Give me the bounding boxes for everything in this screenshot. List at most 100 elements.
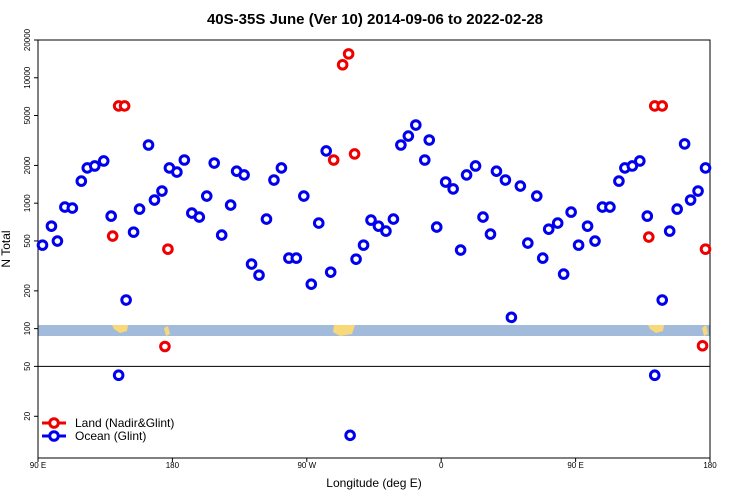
point [536, 252, 549, 264]
point [699, 243, 712, 255]
point [142, 139, 155, 151]
y-tick-label: 500 [23, 234, 32, 248]
legend-marker [48, 417, 60, 429]
point [45, 220, 58, 232]
point [348, 148, 361, 160]
land-shapes [112, 325, 708, 336]
point [604, 201, 616, 213]
point [178, 154, 191, 166]
point [127, 226, 140, 238]
plot-frame [37, 39, 711, 459]
point [514, 180, 527, 192]
y-tick-label: 200 [23, 284, 32, 298]
point [372, 220, 385, 232]
point [678, 138, 691, 150]
point [642, 231, 655, 243]
point [148, 194, 161, 206]
point [648, 369, 661, 382]
point [454, 244, 467, 256]
point [402, 130, 415, 142]
point [581, 220, 594, 232]
point [51, 235, 64, 247]
point [290, 252, 303, 264]
point [324, 266, 337, 278]
point [312, 217, 325, 229]
point [469, 160, 482, 172]
point [88, 160, 101, 172]
legend-label: Land (Nadir&Glint) [75, 416, 174, 430]
point [505, 311, 518, 324]
point [641, 210, 654, 222]
x-tick-label: 0 [439, 461, 444, 470]
chart-title: 40S-35S June (Ver 10) 2014-09-06 to 2022… [207, 11, 543, 28]
point [305, 278, 318, 291]
point [365, 214, 377, 226]
point [490, 165, 503, 177]
point [692, 185, 704, 197]
point [159, 340, 171, 353]
point [238, 169, 250, 181]
point [699, 162, 712, 174]
point [224, 199, 237, 211]
point [105, 210, 117, 222]
point [97, 155, 110, 167]
point [423, 134, 436, 146]
point [387, 213, 400, 225]
point [350, 253, 362, 265]
point [439, 176, 452, 188]
point [565, 206, 577, 218]
point [447, 183, 459, 195]
y-tick-label: 20000 [23, 28, 32, 51]
y-tick-label: 50 [23, 361, 32, 370]
legend-label: Ocean (Glint) [75, 429, 146, 443]
point [336, 58, 349, 71]
band [38, 325, 710, 336]
point [268, 174, 280, 186]
y-axis-label: N Total [0, 230, 13, 267]
point [656, 294, 669, 306]
y-tick-label: 1000 [23, 194, 32, 212]
point [342, 48, 355, 60]
point [66, 202, 79, 214]
point [171, 166, 183, 178]
point [75, 175, 88, 187]
point [663, 225, 676, 237]
y-tick-label: 2000 [23, 156, 32, 174]
point [106, 230, 119, 242]
point [499, 174, 512, 186]
point [477, 211, 489, 223]
y-tick-label: 20 [23, 411, 32, 420]
x-tick-label: 90 E [30, 461, 46, 470]
point [327, 154, 340, 166]
point [557, 268, 570, 280]
point [200, 190, 213, 202]
point [671, 203, 683, 215]
legend-marker [48, 430, 60, 442]
point [484, 228, 497, 240]
x-tick-label: 180 [703, 461, 717, 470]
point [542, 223, 555, 235]
x-tick-label: 180 [166, 461, 180, 470]
point [460, 169, 473, 181]
point [275, 162, 288, 174]
point [253, 269, 265, 281]
point [613, 175, 625, 187]
point [589, 235, 601, 247]
point [193, 211, 206, 223]
point [298, 190, 310, 202]
point [357, 239, 370, 251]
point [572, 239, 585, 251]
point [36, 239, 49, 251]
point [344, 429, 356, 442]
point [634, 155, 646, 167]
point [120, 294, 132, 306]
point [245, 258, 258, 270]
point [696, 339, 709, 352]
point [430, 221, 443, 233]
point [118, 100, 131, 112]
x-axis-label: Longitude (deg E) [326, 476, 421, 490]
point [626, 160, 639, 172]
x-tick-label: 90 W [297, 461, 316, 470]
y-tick-label: 100 [23, 321, 32, 335]
